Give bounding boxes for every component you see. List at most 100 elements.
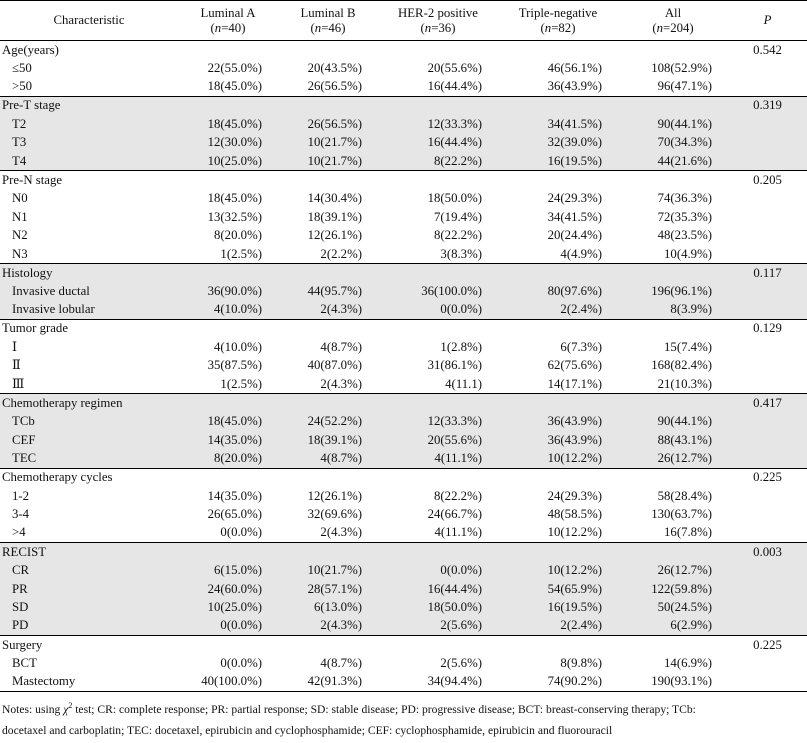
table-row: Invasive ductal 36(90.0%) 44(95.7%) 36(100.… — [0, 282, 807, 301]
table-row: Ⅱ 35(87.5%) 40(87.0%) 31(86.1%) 62(75.6%) 168… — [0, 357, 807, 376]
value-cell: 4(8.7%) — [320, 655, 362, 670]
value-cell: 32(39.0%) — [547, 135, 602, 150]
row-label: Invasive ductal — [12, 284, 90, 299]
value-cell: 36(100.0%) — [421, 284, 482, 299]
column-header-2: Luminal B (n=46) — [278, 1, 378, 41]
value-cell: 21(10.3%) — [657, 376, 712, 391]
empty-cell — [378, 264, 498, 283]
empty-cell — [728, 598, 807, 617]
value-cell: 31(86.1%) — [427, 358, 482, 373]
row-label: CEF — [12, 432, 36, 447]
notes-chi-superscript: 2 — [68, 700, 73, 710]
row-group: Chemotherapy cycles 0.225 1-2 14(35.0%) 12(2… — [0, 468, 807, 543]
row-label: BCT — [12, 655, 37, 670]
empty-cell — [728, 561, 807, 580]
value-cell: 2(4.3%) — [320, 618, 362, 633]
value-cell: 26(65.0%) — [207, 507, 262, 522]
empty-cell — [378, 543, 498, 562]
row-group: RECIST 0.003 CR 6(15.0%) 10(21.7%) 0(0.0%) 10(… — [0, 542, 807, 636]
value-cell: 36(43.9%) — [547, 79, 602, 94]
value-cell: 44(21.6%) — [657, 153, 712, 168]
value-cell: 108(52.9%) — [651, 60, 712, 75]
row-label: N2 — [12, 228, 28, 243]
value-cell: 20(43.5%) — [307, 60, 362, 75]
row-group: Age(years) 0.542 ≤50 22(55.0%) 20(43.5%) 20(5… — [0, 41, 807, 97]
p-value: 0.542 — [753, 42, 782, 57]
group-label: Histology — [2, 265, 53, 280]
table-row: Invasive lobular 4(10.0%) 2(4.3%) 0(0.0%) 2(… — [0, 301, 807, 320]
column-header-5: All (n=204) — [618, 1, 728, 41]
value-cell: 1(2.8%) — [440, 339, 482, 354]
value-cell: 10(25.0%) — [207, 153, 262, 168]
value-cell: 36(43.9%) — [547, 414, 602, 429]
empty-cell — [498, 319, 618, 338]
value-cell: 196(96.1%) — [651, 284, 712, 299]
empty-cell — [178, 468, 278, 487]
value-cell: 62(75.6%) — [547, 358, 602, 373]
group-label: Age(years) — [2, 42, 59, 57]
column-header-count: (n=46) — [310, 20, 346, 35]
value-cell: 14(30.4%) — [307, 191, 362, 206]
column-header-0: Characteristic — [0, 1, 178, 41]
value-cell: 24(52.2%) — [307, 414, 362, 429]
value-cell: 8(20.0%) — [214, 451, 262, 466]
empty-cell — [728, 617, 807, 636]
empty-cell — [618, 468, 728, 487]
value-cell: 10(4.9%) — [664, 246, 712, 261]
table-row: PR 24(60.0%) 28(57.1%) 16(44.4%) 54(65.9%) 12… — [0, 580, 807, 599]
empty-cell — [728, 208, 807, 227]
column-header-count: (n=40) — [210, 20, 246, 35]
value-cell: 18(45.0%) — [207, 79, 262, 94]
empty-cell — [728, 78, 807, 97]
value-cell: 44(95.7%) — [307, 284, 362, 299]
p-value: 0.129 — [753, 321, 782, 336]
empty-cell — [498, 543, 618, 562]
value-cell: 12(30.0%) — [207, 135, 262, 150]
row-label: Ⅱ — [12, 358, 21, 373]
group-header-row: Pre-T stage 0.319 — [0, 96, 807, 115]
group-header-row: Pre-N stage 0.205 — [0, 171, 807, 190]
table-row: Ⅰ 4(10.0%) 4(8.7%) 1(2.8%) 6(7.3%) 15(7.4%) — [0, 338, 807, 357]
value-cell: 12(33.3%) — [427, 116, 482, 131]
value-cell: 8(22.2%) — [434, 153, 482, 168]
value-cell: 72(35.3%) — [657, 209, 712, 224]
value-cell: 24(60.0%) — [207, 581, 262, 596]
empty-cell — [728, 654, 807, 673]
row-label: Ⅰ — [12, 339, 18, 354]
empty-cell — [178, 636, 278, 655]
column-header-title: Triple-negative — [518, 5, 598, 20]
column-header-title: Luminal A — [200, 5, 256, 20]
value-cell: 36(43.9%) — [547, 432, 602, 447]
table-row: TEC 8(20.0%) 4(8.7%) 4(11.1%) 10(12.2%) 26(12… — [0, 450, 807, 469]
value-cell: 34(41.5%) — [547, 116, 602, 131]
value-cell: 8(22.2%) — [434, 488, 482, 503]
value-cell: 16(44.4%) — [427, 79, 482, 94]
value-cell: 10(12.2%) — [547, 451, 602, 466]
table-row: >50 18(45.0%) 26(56.5%) 16(44.4%) 36(43.9%) 9… — [0, 78, 807, 97]
value-cell: 1(2.5%) — [220, 246, 262, 261]
notes-line2: docetaxel and carboplatin; TEC: docetaxe… — [2, 723, 613, 737]
value-cell: 18(45.0%) — [207, 414, 262, 429]
column-header-title: Characteristic — [53, 13, 125, 27]
empty-cell — [728, 673, 807, 692]
value-cell: 122(59.8%) — [651, 581, 712, 596]
notes-line1: test; CR: complete response; PR: partial… — [72, 702, 696, 716]
column-header-title: All — [664, 5, 682, 20]
empty-cell — [178, 171, 278, 190]
empty-cell — [498, 96, 618, 115]
row-label: >50 — [12, 79, 33, 94]
empty-cell — [728, 375, 807, 394]
value-cell: 34(94.4%) — [427, 674, 482, 689]
value-cell: 8(22.2%) — [434, 228, 482, 243]
empty-cell — [498, 468, 618, 487]
group-header-row: Surgery 0.225 — [0, 636, 807, 655]
empty-cell — [378, 96, 498, 115]
header-row: Characteristic Luminal A (n=40) Luminal B (n… — [0, 1, 807, 41]
empty-cell — [618, 319, 728, 338]
notes-chi-symbol: χ — [63, 702, 69, 716]
value-cell: 80(97.6%) — [547, 284, 602, 299]
column-header-6: P — [728, 1, 807, 41]
empty-cell — [178, 264, 278, 283]
value-cell: 4(10.0%) — [214, 302, 262, 317]
table-row: N3 1(2.5%) 2(2.2%) 3(8.3%) 4(4.9%) 10(4.9%) — [0, 245, 807, 264]
